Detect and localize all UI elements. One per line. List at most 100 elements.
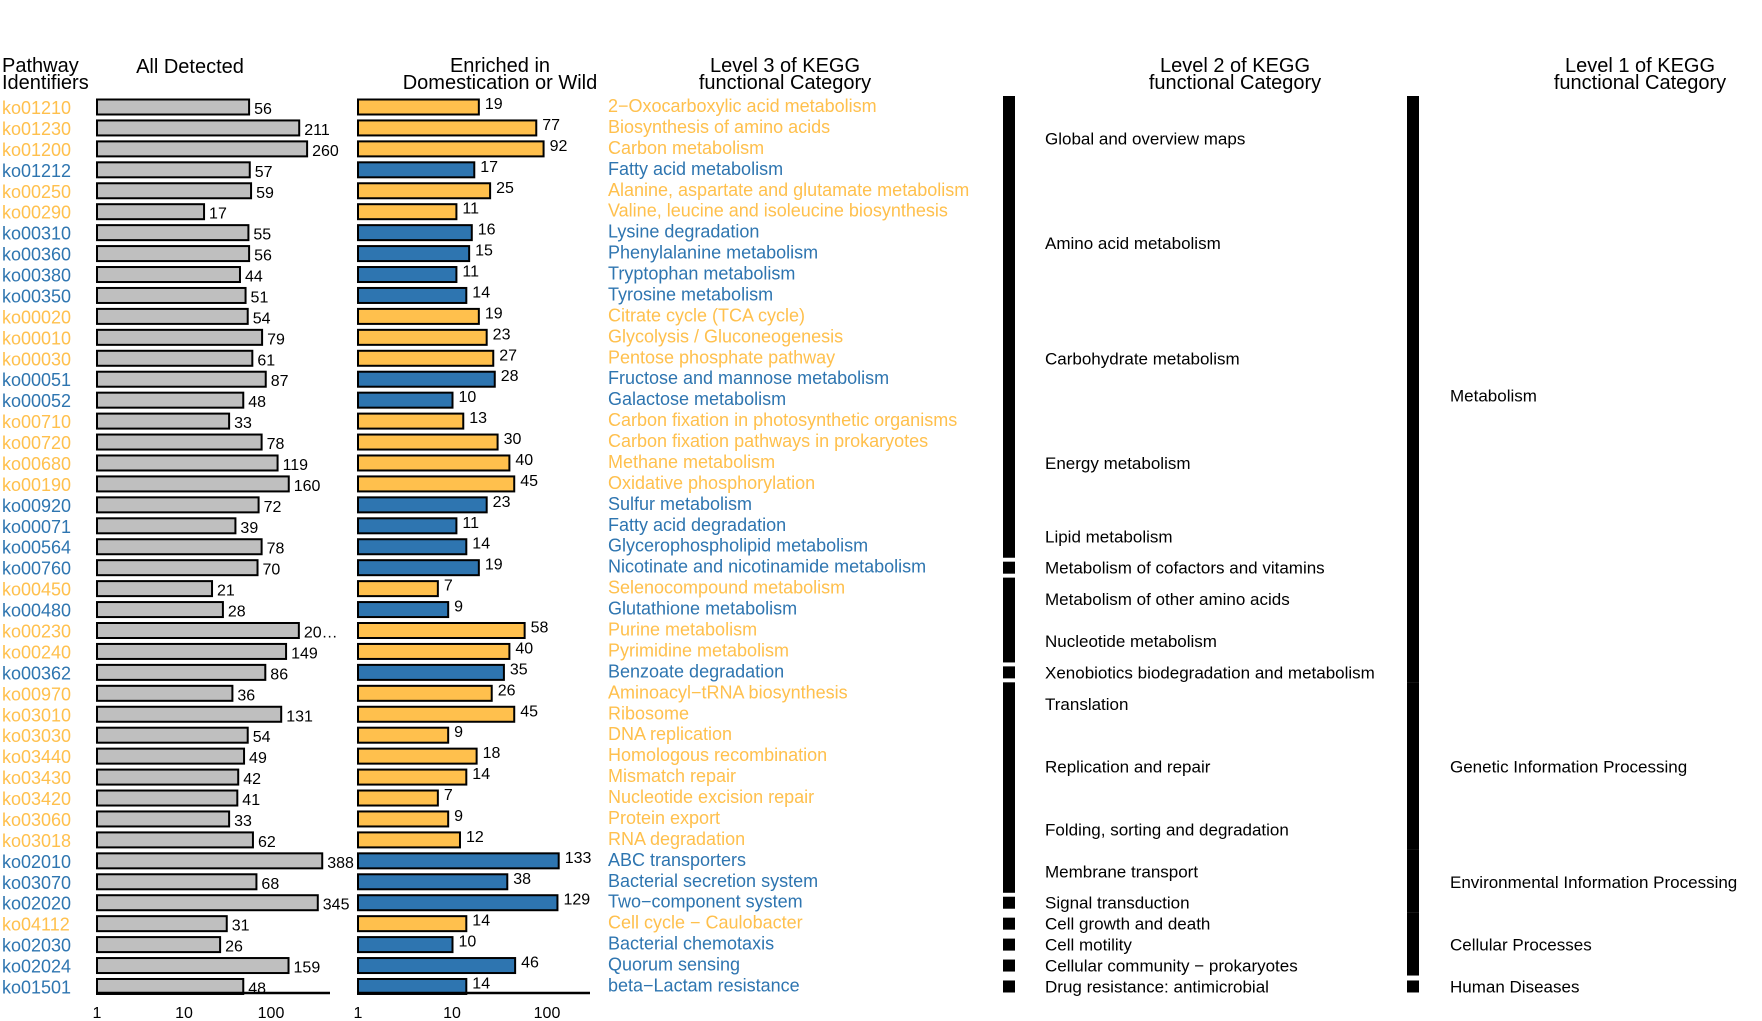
all-detected-count: 211 xyxy=(304,122,330,139)
pathway-id-label: ko00030 xyxy=(2,349,71,369)
all-detected-bar xyxy=(96,98,251,116)
level3-pathway-name: Fatty acid degradation xyxy=(608,515,786,535)
enriched-count: 7 xyxy=(444,787,453,804)
enriched-bar xyxy=(357,266,458,284)
level2-group-bar xyxy=(1003,305,1015,412)
pathway-id-label: ko02010 xyxy=(2,852,71,872)
all-detected-bar xyxy=(96,391,245,409)
all-detected-count: 20… xyxy=(304,625,338,642)
level3-pathway-name: ABC transporters xyxy=(608,850,746,870)
enriched-count: 28 xyxy=(501,368,519,385)
level2-group-bar xyxy=(1003,849,1015,893)
chart-rows: ko01210 56 19 2−Oxocarboxylic acid metaboli… xyxy=(2,96,969,997)
enriched-bar xyxy=(357,789,439,807)
all-detected-header: All Detected xyxy=(136,56,244,78)
all-detected-bar xyxy=(96,140,309,158)
level2-group-bar xyxy=(1003,938,1015,951)
enriched-header-line2: Domestication or Wild xyxy=(403,72,598,94)
all-detected-count: 28 xyxy=(228,604,246,621)
axis1-tick-1: 1 xyxy=(93,1005,102,1021)
enriched-count: 18 xyxy=(483,745,501,762)
level3-pathway-name: Nicotinate and nicotinamide metabolism xyxy=(608,557,926,577)
level3-pathway-name: Bacterial secretion system xyxy=(608,871,818,891)
level3-pathway-name: Carbon fixation pathways in prokaryotes xyxy=(608,431,928,451)
level2-category-label: Signal transduction xyxy=(1045,894,1190,913)
enriched-bar xyxy=(357,328,488,346)
level2-category-label: Lipid metabolism xyxy=(1045,527,1173,546)
pathway-id-label: ko00450 xyxy=(2,580,71,600)
all-detected-bar xyxy=(96,224,250,242)
all-detected-bar xyxy=(96,642,288,660)
all-detected-count: 78 xyxy=(267,541,285,558)
level3-pathway-name: Carbon metabolism xyxy=(608,138,764,158)
all-detected-count: 48 xyxy=(248,394,266,411)
enriched-bar xyxy=(357,391,454,409)
all-detected-count: 160 xyxy=(294,478,321,495)
all-detected-bar xyxy=(96,747,246,765)
enriched-count: 19 xyxy=(485,557,503,574)
all-detected-bar xyxy=(96,936,222,954)
enriched-count: 25 xyxy=(496,180,514,197)
enriched-bar xyxy=(357,936,454,954)
all-detected-count: 54 xyxy=(253,310,271,327)
all-detected-count: 87 xyxy=(271,373,289,390)
level3-pathway-name: Methane metabolism xyxy=(608,452,775,472)
all-detected-count: 70 xyxy=(263,562,281,579)
pathway-id-label: ko00020 xyxy=(2,307,71,327)
level2-group-bar xyxy=(1003,179,1015,307)
pathway-id-label: ko00190 xyxy=(2,475,71,495)
enriched-count: 9 xyxy=(454,808,463,825)
all-detected-bar xyxy=(96,266,241,284)
enriched-bar xyxy=(357,307,480,325)
enriched-bar xyxy=(357,622,526,639)
level3-pathway-name: Galactose metabolism xyxy=(608,389,786,409)
all-detected-bar xyxy=(96,601,224,619)
enriched-count: 58 xyxy=(531,620,549,637)
all-detected-count: 159 xyxy=(294,960,321,977)
all-detected-count: 48 xyxy=(248,980,266,997)
enriched-bar xyxy=(357,747,478,765)
pathway-id-label: ko00362 xyxy=(2,663,71,683)
level3-pathway-name: Valine, leucine and isoleucine biosynthe… xyxy=(608,201,948,221)
pathway-id-label: ko00240 xyxy=(2,642,71,662)
all-detected-bar xyxy=(96,684,234,702)
enriched-count: 14 xyxy=(472,975,490,992)
pathway-id-label: ko00071 xyxy=(2,517,71,537)
all-detected-bar xyxy=(96,726,249,744)
level2-category-label: Global and overview maps xyxy=(1045,129,1245,148)
all-detected-bar xyxy=(96,831,254,849)
pathway-id-label: ko00250 xyxy=(2,182,71,202)
all-detected-count: 56 xyxy=(254,101,272,118)
enriched-bar xyxy=(357,873,509,891)
all-detected-bar xyxy=(96,245,251,263)
level1-category-label: Environmental Information Processing xyxy=(1450,873,1737,892)
all-detected-count: 79 xyxy=(267,331,285,348)
level3-pathway-name: 2−Oxocarboxylic acid metabolism xyxy=(608,96,877,116)
all-detected-count: 26 xyxy=(225,939,243,956)
pathway-id-label: ko00051 xyxy=(2,370,71,390)
level3-pathway-name: Fatty acid metabolism xyxy=(608,159,783,179)
pathway-id-label: ko00920 xyxy=(2,496,71,516)
enriched-count: 19 xyxy=(485,96,503,113)
pathway-id-label: ko00680 xyxy=(2,454,71,474)
pathway-id-label: ko00360 xyxy=(2,245,71,265)
level2-category-label: Amino acid metabolism xyxy=(1045,234,1221,253)
enriched-axis: 1 10 100 xyxy=(354,991,590,1021)
pathway-id-label: ko03440 xyxy=(2,747,71,767)
axis2-tick-100: 100 xyxy=(534,1005,561,1021)
pathway-id-label: ko02024 xyxy=(2,957,71,977)
enriched-bar xyxy=(357,580,439,598)
all-detected-count: 54 xyxy=(253,729,271,746)
all-detected-count: 388 xyxy=(327,855,354,872)
level2-category-label: Drug resistance: antimicrobial xyxy=(1045,977,1269,996)
level2-category-label: Membrane transport xyxy=(1045,862,1198,881)
enriched-count: 10 xyxy=(459,389,477,406)
all-detected-count: 36 xyxy=(237,687,255,704)
enriched-count: 10 xyxy=(459,934,477,951)
level3-pathway-name: Homologous recombination xyxy=(608,745,827,765)
enriched-count: 45 xyxy=(520,473,538,490)
enriched-count: 13 xyxy=(469,410,487,427)
enriched-count: 17 xyxy=(480,159,498,176)
level3-pathway-name: Phenylalanine metabolism xyxy=(608,243,818,263)
all-detected-bar xyxy=(96,454,279,472)
